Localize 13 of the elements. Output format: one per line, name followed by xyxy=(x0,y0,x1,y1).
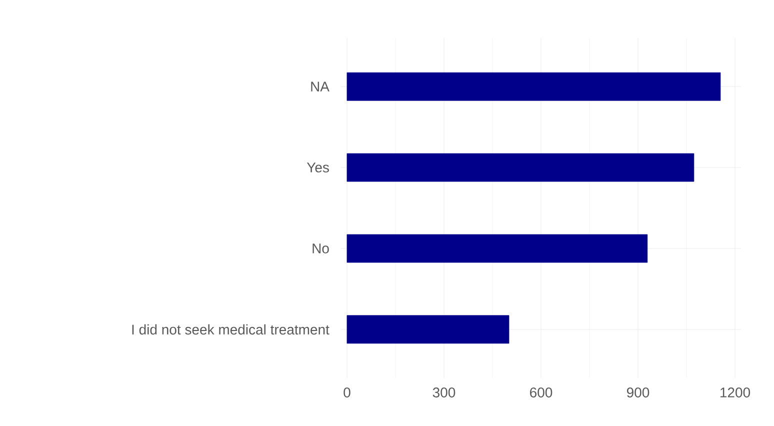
x-tick-label: 600 xyxy=(530,388,552,398)
y-tick-label: I did not seek medical treatment xyxy=(132,324,330,335)
y-tick-label: NA xyxy=(311,82,330,92)
y-tick-label: No xyxy=(312,244,329,254)
bar xyxy=(346,72,721,101)
x-tick-label: 900 xyxy=(626,388,650,398)
y-tick-label: Yes xyxy=(306,162,329,172)
x-tick-label: 1200 xyxy=(720,388,750,398)
bar xyxy=(346,315,510,344)
bar xyxy=(346,153,694,182)
bar xyxy=(346,234,648,263)
x-tick-label: 0 xyxy=(344,388,350,398)
x-tick-label: 300 xyxy=(432,388,456,398)
